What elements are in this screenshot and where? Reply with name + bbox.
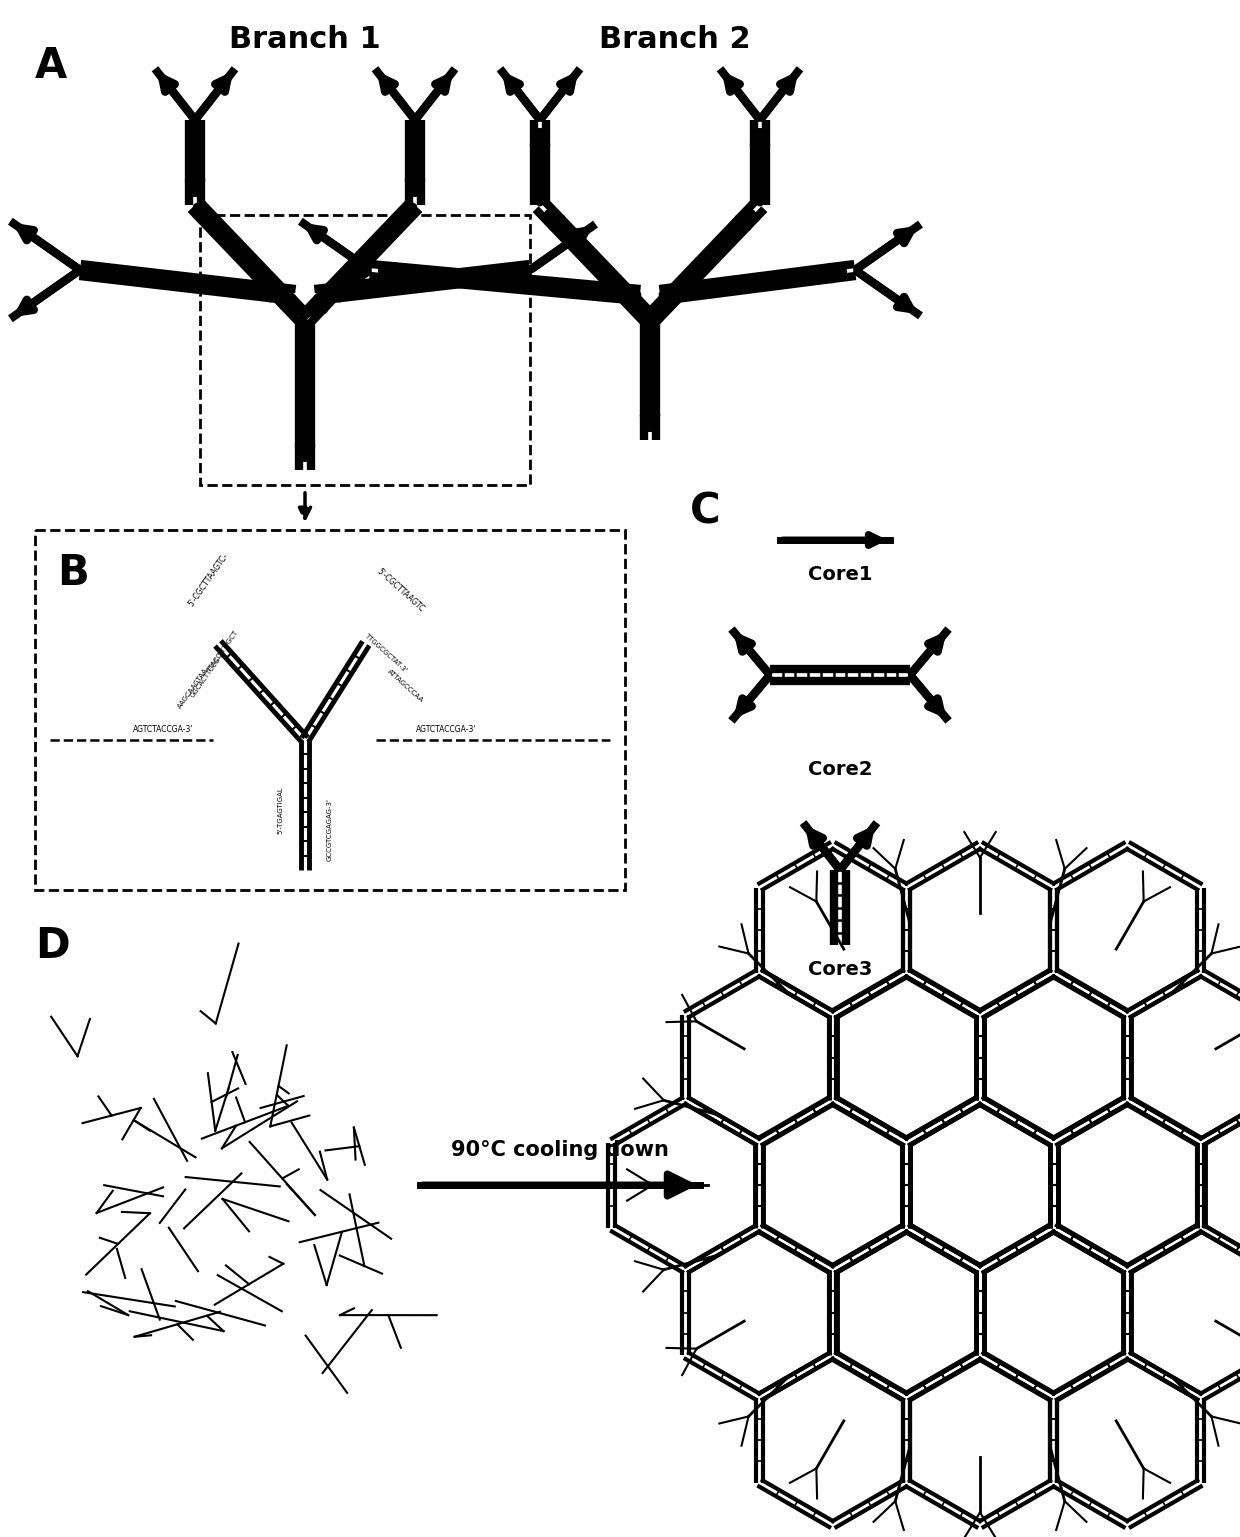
Text: D: D (35, 925, 69, 967)
Bar (200, 215, 529, 486)
Text: Core2: Core2 (807, 759, 872, 779)
Bar (35, 530, 625, 890)
Text: 5'-CGCTTAAGTC-: 5'-CGCTTAAGTC- (186, 552, 229, 609)
Text: 5'-CGCTTAAGTC: 5'-CGCTTAAGTC (376, 567, 427, 613)
Text: AGTCTACCGA-3': AGTCTACCGA-3' (133, 725, 193, 735)
Text: TTGGCGCTAT-3': TTGGCGCTAT-3' (363, 632, 408, 673)
Text: GCCGTCGAGAG-3': GCCGTCGAGAG-3' (327, 799, 334, 861)
Text: ATTAGCCCAA: ATTAGCCCAA (387, 669, 425, 704)
Text: 5'-TGAGTIGAL: 5'-TGAGTIGAL (277, 785, 283, 835)
Text: TTACC TT GCT: TTACC TT GCT (206, 630, 239, 673)
Text: AAGCAAGTAA: AAGCAAGTAA (177, 667, 210, 710)
Text: C: C (689, 490, 720, 532)
Text: A: A (35, 45, 67, 88)
Text: Branch 2: Branch 2 (599, 25, 750, 54)
Text: Core3: Core3 (807, 961, 872, 979)
Text: Branch 1: Branch 1 (229, 25, 381, 54)
Text: 90°C cooling down: 90°C cooling down (451, 1140, 668, 1160)
Text: B: B (57, 552, 89, 593)
Text: AGTCTACCGA-3': AGTCTACCGA-3' (415, 725, 476, 735)
Text: GGCACTTCCG-3': GGCACTTCCG-3' (190, 649, 227, 698)
Text: Core1: Core1 (807, 566, 872, 584)
